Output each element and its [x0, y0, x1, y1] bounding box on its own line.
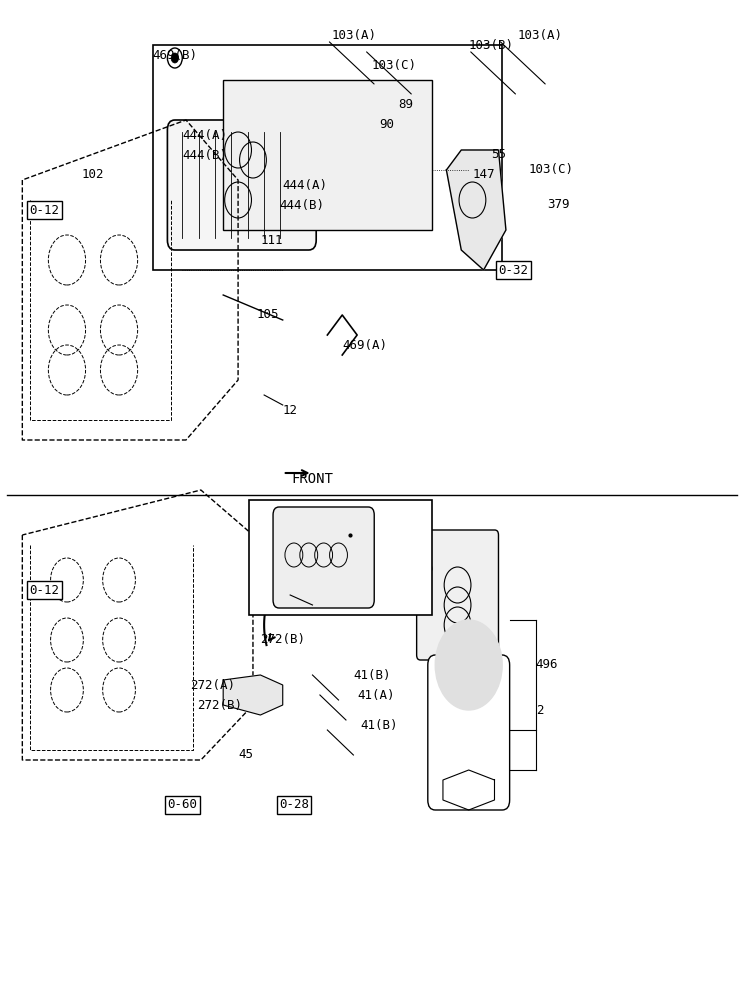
- Text: 2: 2: [536, 704, 543, 716]
- Text: 444(B): 444(B): [279, 198, 324, 212]
- Text: 469(B): 469(B): [153, 48, 197, 62]
- Text: 558(A): 558(A): [387, 584, 432, 596]
- Text: 41(B): 41(B): [353, 668, 391, 682]
- Text: 147: 147: [472, 168, 495, 182]
- Text: 103(C): 103(C): [528, 163, 573, 176]
- Circle shape: [435, 620, 502, 710]
- Text: 111: 111: [260, 233, 283, 246]
- Text: 45: 45: [238, 748, 253, 762]
- Text: 379: 379: [547, 198, 569, 212]
- Text: 272(B): 272(B): [260, 634, 305, 647]
- Text: 0-12: 0-12: [30, 204, 60, 217]
- Text: 12: 12: [283, 403, 298, 416]
- Text: 105: 105: [257, 308, 279, 322]
- Text: 560: 560: [283, 518, 305, 532]
- Bar: [223, 80, 432, 230]
- Text: 272(A): 272(A): [190, 678, 234, 692]
- Circle shape: [171, 53, 179, 63]
- Text: 103(B): 103(B): [469, 38, 513, 51]
- Text: FRONT: FRONT: [292, 472, 333, 486]
- Text: 41(B): 41(B): [361, 718, 398, 732]
- Polygon shape: [223, 675, 283, 715]
- Text: 496: 496: [536, 658, 558, 672]
- FancyBboxPatch shape: [273, 507, 374, 608]
- Text: 103(A): 103(A): [517, 28, 562, 41]
- Text: 444(A): 444(A): [283, 178, 327, 192]
- Text: 103(A): 103(A): [331, 28, 376, 41]
- FancyBboxPatch shape: [167, 120, 316, 250]
- FancyBboxPatch shape: [417, 530, 498, 660]
- Text: 55: 55: [491, 148, 506, 161]
- Text: 0-12: 0-12: [30, 584, 60, 596]
- Text: 469(A): 469(A): [342, 338, 387, 352]
- FancyBboxPatch shape: [428, 655, 510, 810]
- Text: 0-28: 0-28: [279, 798, 309, 812]
- Text: 102: 102: [82, 168, 104, 182]
- Text: 558(B): 558(B): [391, 564, 435, 576]
- Text: 444(A): 444(A): [182, 128, 227, 141]
- Text: 272(B): 272(B): [197, 698, 242, 712]
- Polygon shape: [446, 150, 506, 270]
- Text: 0-60: 0-60: [167, 798, 197, 812]
- Text: 45: 45: [253, 564, 268, 576]
- Text: 41(A): 41(A): [357, 688, 394, 702]
- Bar: [249, 500, 432, 615]
- Text: 444(B): 444(B): [182, 148, 227, 161]
- Text: 89: 89: [398, 99, 413, 111]
- Text: 103(C): 103(C): [372, 58, 417, 72]
- Text: 0-32: 0-32: [498, 263, 528, 276]
- Text: 90: 90: [379, 118, 394, 131]
- Bar: [153, 45, 502, 270]
